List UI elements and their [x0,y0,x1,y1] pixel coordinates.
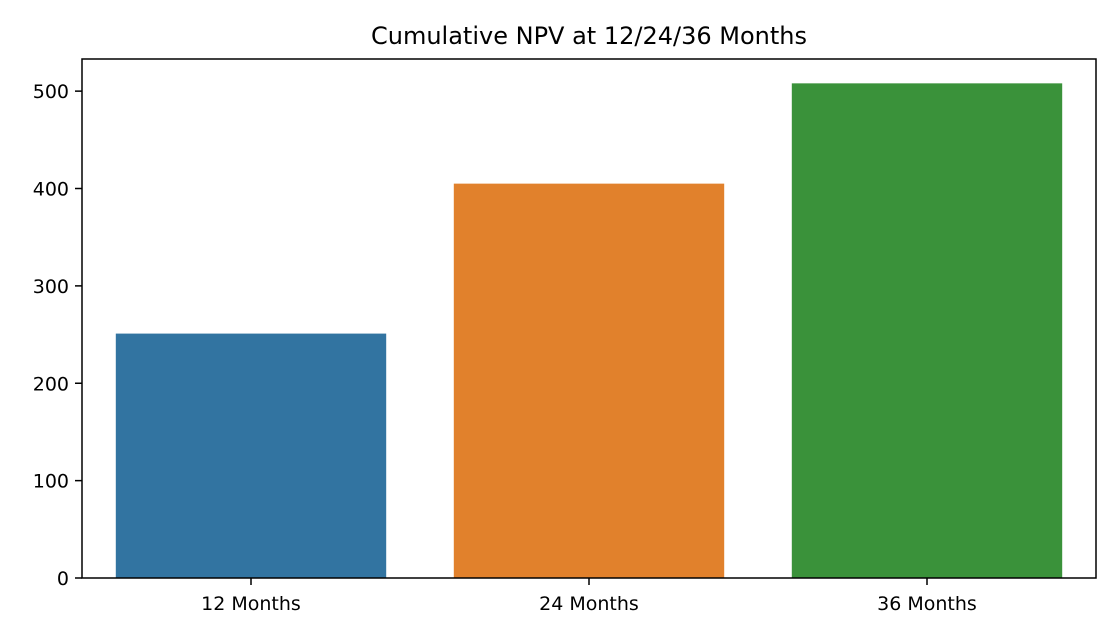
x-tick-label-36-months: 36 Months [877,593,977,615]
y-tick-label-200: 200 [33,373,69,395]
chart-title: Cumulative NPV at 12/24/36 Months [371,22,807,50]
y-tick-label-100: 100 [33,471,69,493]
x-tick-label-12-months: 12 Months [201,593,301,615]
y-tick-label-500: 500 [33,81,69,103]
bars [115,83,1063,579]
bar-12-months [115,333,387,578]
bar-24-months [453,183,725,579]
x-tick-label-24-months: 24 Months [539,593,639,615]
y-axis: 0 100 200 300 400 500 [33,81,82,590]
bar-36-months [791,83,1063,579]
x-axis: 12 Months 24 Months 36 Months [201,578,977,615]
y-tick-label-300: 300 [33,276,69,298]
plot-frame [81,58,1097,579]
y-tick-label-0: 0 [57,568,69,590]
y-tick-label-400: 400 [33,179,69,201]
